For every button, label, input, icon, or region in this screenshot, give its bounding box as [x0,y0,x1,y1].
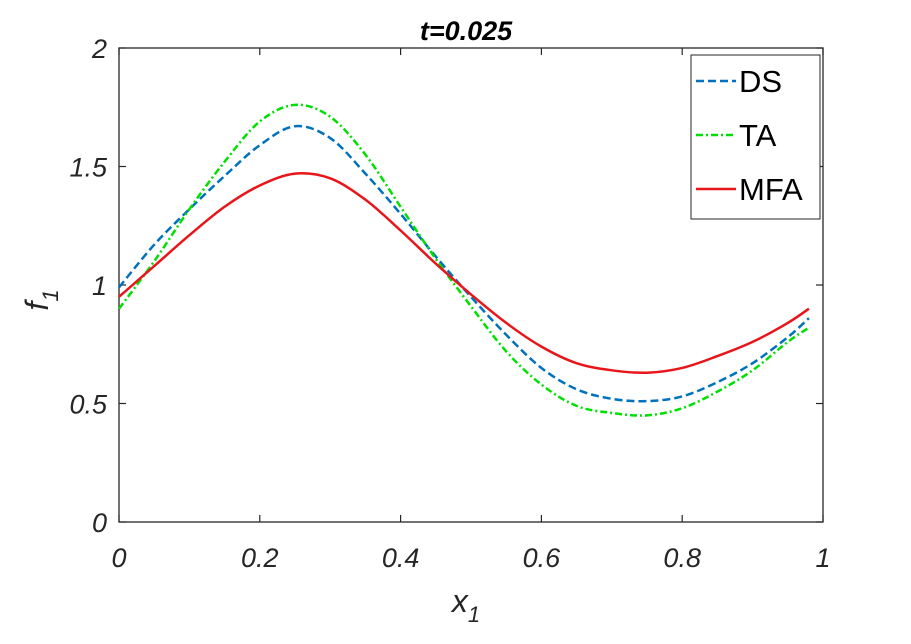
legend-label-ds: DS [739,64,782,99]
y-axis: 0 0.5 1 1.5 2 [69,34,823,538]
legend-label-ta: TA [739,118,777,153]
series-line-mfa [118,171,810,375]
y-tick-label: 2 [91,34,107,64]
x-tick-label: 0.6 [523,543,562,573]
y-tick-label: 0.5 [69,390,108,420]
y-tick-label: 1 [92,271,107,301]
x-tick-label: 0.8 [663,543,701,573]
legend-box [690,54,821,220]
x-tick-label: 0.2 [241,543,279,573]
x-tick-label: 0 [111,543,126,573]
x-axis-label-main: x [450,583,469,619]
series-layer [117,103,810,417]
chart-title: t=0.025 [420,16,513,46]
x-tick-label: 0.4 [382,543,420,573]
legend-label-mfa: MFA [739,172,803,207]
y-tick-label: 1.5 [69,153,108,183]
legend: DS TA MFA [690,54,821,220]
y-axis-label-sub: 1 [38,289,63,301]
x-axis: 0 0.2 0.4 0.6 0.8 1 [111,48,831,573]
y-tick-label: 0 [92,508,107,538]
x-axis-label: x1 [450,583,480,627]
x-tick-label: 1 [815,543,830,573]
series-line-ta [117,103,810,417]
x-axis-label-sub: 1 [468,602,480,627]
